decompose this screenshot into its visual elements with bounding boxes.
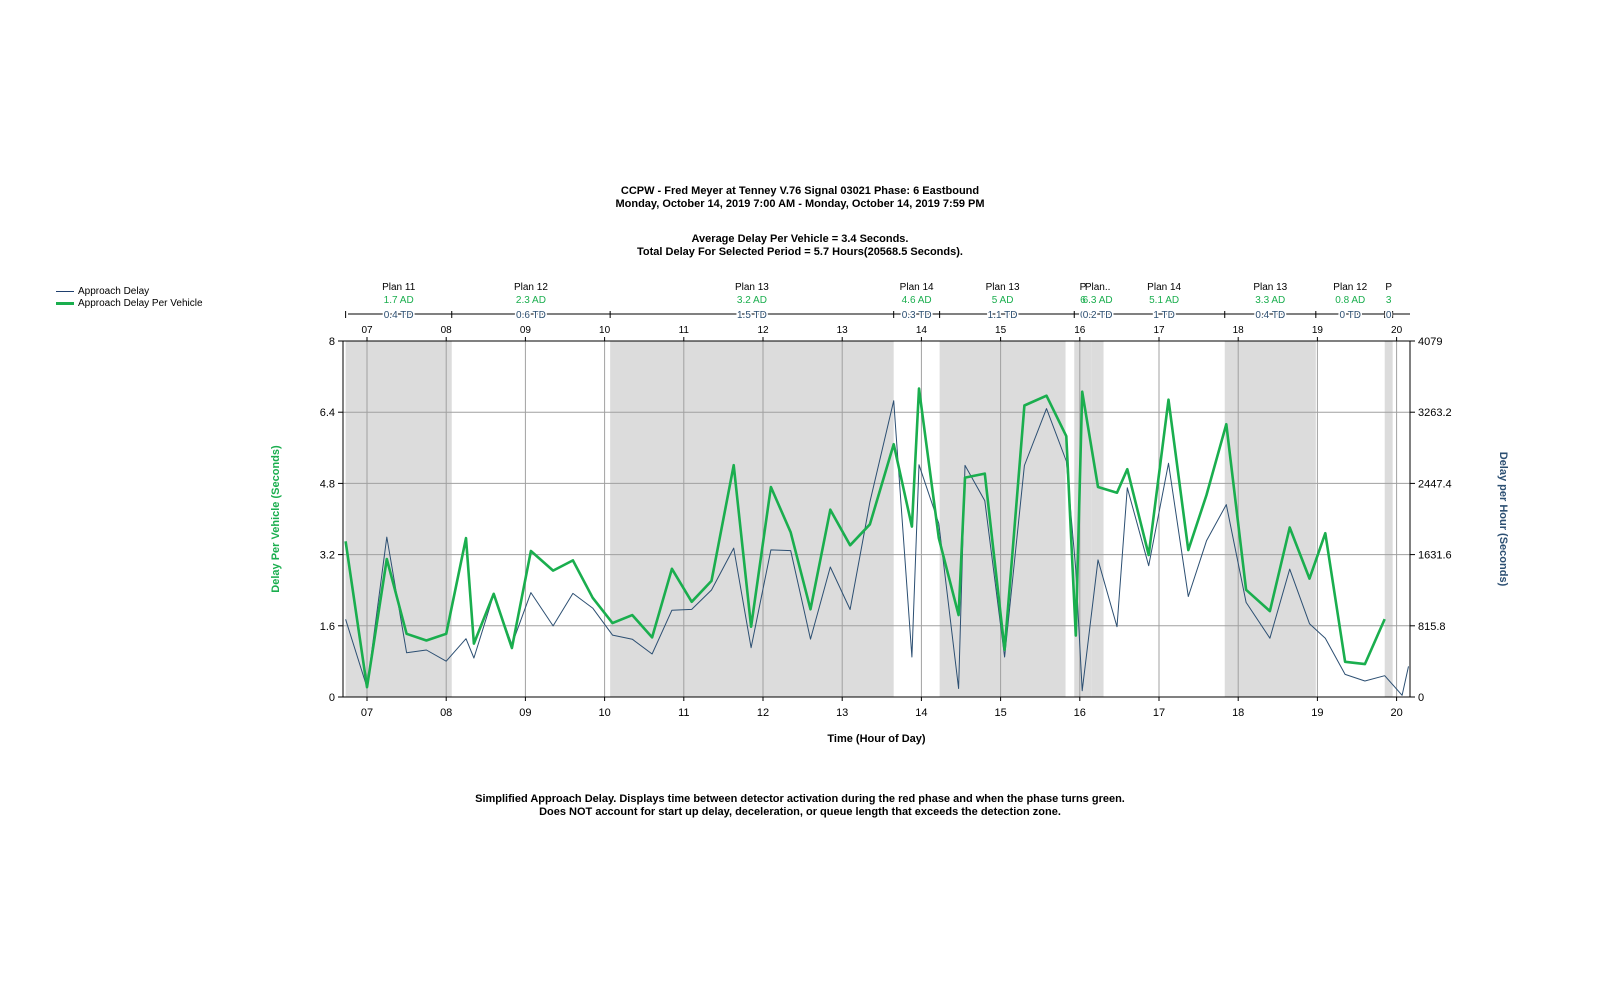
- x-top-tick-label: 10: [599, 325, 611, 336]
- y-left-axis-title: Delay Per Vehicle (Seconds): [270, 445, 282, 593]
- x-bottom-tick-label: 08: [440, 707, 452, 719]
- plan-average-delay: 3.3 AD: [1255, 295, 1285, 306]
- x-bottom-tick-label: 16: [1074, 707, 1086, 719]
- y-right-tick-label: 3263.2: [1418, 407, 1452, 419]
- plan-label: Plan 12: [514, 282, 548, 293]
- plan-average-delay: 5.1 AD: [1149, 295, 1179, 306]
- plan-label: Plan 14: [1147, 282, 1181, 293]
- plan-total-delay: 1 TD: [1153, 310, 1175, 321]
- y-left-tick-label: 4.8: [320, 478, 335, 490]
- x-top-tick-label: 16: [1074, 325, 1086, 336]
- footnote-line2: Does NOT account for start up delay, dec…: [539, 806, 1061, 818]
- x-bottom-tick-label: 17: [1153, 707, 1165, 719]
- total-delay-summary: Total Delay For Selected Period = 5.7 Ho…: [637, 246, 963, 258]
- x-bottom-tick-label: 11: [678, 707, 689, 719]
- legend-label: Approach Delay: [78, 285, 150, 297]
- x-bottom-tick-label: 10: [598, 707, 610, 719]
- y-right-tick-label: 4079: [1418, 336, 1442, 348]
- x-top-tick-label: 20: [1391, 325, 1403, 336]
- plan-average-delay: 0.8 AD: [1335, 295, 1365, 306]
- legend-item-per-vehicle: Approach Delay Per Vehicle: [56, 297, 203, 309]
- plan-total-delay: 0: [1080, 310, 1086, 321]
- plan-total-delay: 0.4 TD: [384, 310, 414, 321]
- legend-swatch-approach-delay: [56, 290, 74, 292]
- plan-average-delay: 2.3 AD: [516, 295, 546, 306]
- plan-total-delay: 1.1 TD: [988, 310, 1018, 321]
- x-top-tick-label: 18: [1233, 325, 1245, 336]
- x-bottom-tick-label: 20: [1390, 707, 1402, 719]
- x-bottom-tick-label: 07: [361, 707, 373, 719]
- x-top-tick-label: 11: [679, 325, 690, 336]
- x-axis-title: Time (Hour of Day): [827, 733, 926, 745]
- y-left-tick-label: 1.6: [320, 621, 335, 633]
- plan-average-delay: 4.6 AD: [902, 295, 932, 306]
- x-top-tick-label: 19: [1312, 325, 1324, 336]
- plan-average-delay: 3.2 AD: [737, 295, 767, 306]
- footnote-line1: Simplified Approach Delay. Displays time…: [475, 793, 1125, 805]
- y-left-tick-label: 0: [329, 692, 335, 704]
- x-top-tick-label: 07: [361, 325, 373, 336]
- x-bottom-tick-label: 13: [836, 707, 848, 719]
- x-top-tick-label: 14: [916, 325, 928, 336]
- plan-shade: [1091, 341, 1104, 697]
- y-left-tick-label: 8: [329, 336, 335, 348]
- x-bottom-tick-label: 14: [915, 707, 927, 719]
- x-bottom-tick-label: 19: [1311, 707, 1323, 719]
- plan-label: Plan 11: [382, 282, 416, 293]
- average-delay-summary: Average Delay Per Vehicle = 3.4 Seconds.: [691, 233, 909, 245]
- plan-total-delay: 1.5 TD: [737, 310, 767, 321]
- plan-label: Plan 14: [900, 282, 934, 293]
- plan-average-delay: 3: [1386, 295, 1392, 306]
- plan-total-delay: 0: [1386, 310, 1392, 321]
- plan-shade: [610, 341, 894, 697]
- legend-label: Approach Delay Per Vehicle: [78, 297, 203, 309]
- plan-average-delay: 1.7 AD: [384, 295, 414, 306]
- plan-total-delay: 0.2 TD: [1083, 310, 1113, 321]
- plan-label: Plan 13: [735, 282, 769, 293]
- plan-total-delay: 0 TD: [1340, 310, 1362, 321]
- x-top-tick-label: 17: [1153, 325, 1165, 336]
- x-top-tick-label: 08: [441, 325, 453, 336]
- series-line-approach-delay: [345, 400, 1409, 696]
- x-bottom-tick-label: 09: [519, 707, 531, 719]
- y-right-tick-label: 815.8: [1418, 621, 1446, 633]
- x-top-tick-label: 12: [757, 325, 769, 336]
- plan-label: Plan 13: [986, 282, 1020, 293]
- plan-total-delay: 0.4 TD: [1255, 310, 1285, 321]
- plan-total-delay: 0.3 TD: [902, 310, 932, 321]
- x-top-tick-label: 13: [837, 325, 849, 336]
- series-line-approach-delay-per-vehicle: [344, 387, 1386, 689]
- plan-shade: [1384, 341, 1393, 697]
- x-bottom-tick-label: 12: [757, 707, 769, 719]
- chart-title-line2: Monday, October 14, 2019 7:00 AM - Monda…: [615, 198, 985, 210]
- legend-swatch-per-vehicle: [56, 301, 74, 305]
- y-left-tick-label: 3.2: [320, 550, 335, 562]
- y-right-tick-label: 1631.6: [1418, 550, 1452, 562]
- plan-average-delay: 5 AD: [992, 295, 1014, 306]
- x-top-tick-label: 09: [520, 325, 532, 336]
- y-right-tick-label: 0: [1418, 692, 1424, 704]
- plan-total-delay: 0.6 TD: [516, 310, 546, 321]
- y-right-axis-title: Delay per Hour (Seconds): [1497, 452, 1509, 587]
- x-bottom-tick-label: 18: [1232, 707, 1244, 719]
- plan-average-delay: 6.3 AD: [1083, 295, 1113, 306]
- plan-label: Plan 13: [1253, 282, 1287, 293]
- chart-title-line1: CCPW - Fred Meyer at Tenney V.76 Signal …: [620, 185, 980, 197]
- plan-label: Plan..: [1085, 282, 1111, 293]
- plan-label: P: [1385, 282, 1392, 293]
- chart-legend: Approach Delay Approach Delay Per Vehicl…: [56, 285, 203, 309]
- y-right-tick-label: 2447.4: [1418, 478, 1452, 490]
- x-bottom-tick-label: 15: [994, 707, 1006, 719]
- plan-label: P: [1080, 282, 1087, 293]
- legend-item-approach-delay: Approach Delay: [56, 285, 203, 297]
- plan-label: Plan 12: [1333, 282, 1367, 293]
- x-top-tick-label: 15: [995, 325, 1007, 336]
- y-left-tick-label: 6.4: [320, 407, 335, 419]
- plan-average-delay: 6: [1080, 295, 1086, 306]
